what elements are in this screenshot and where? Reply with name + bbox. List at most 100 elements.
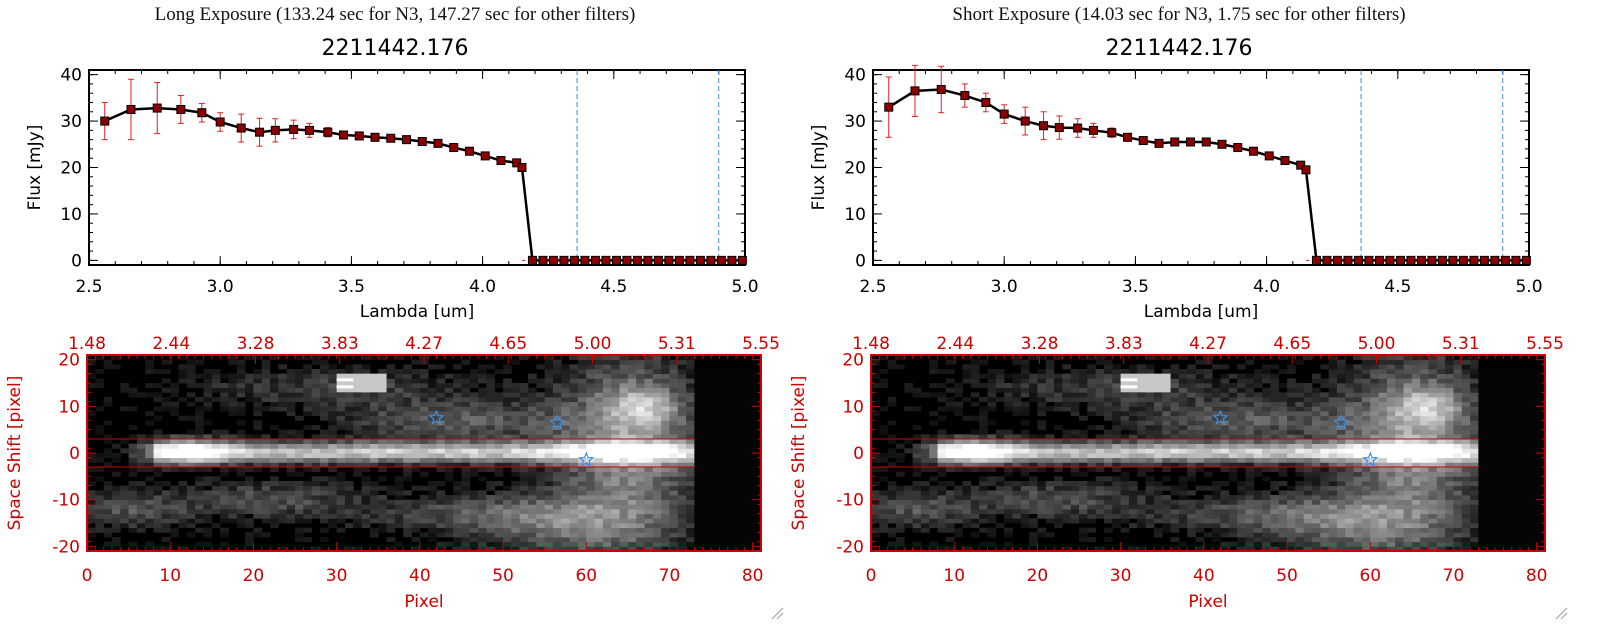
image-pixel bbox=[954, 383, 963, 389]
image-pixel bbox=[1004, 383, 1013, 389]
image-pixel bbox=[1128, 546, 1138, 552]
image-pixel bbox=[1287, 420, 1296, 426]
image-pixel bbox=[1112, 369, 1122, 375]
image-pixel bbox=[228, 453, 238, 459]
image-pixel bbox=[1328, 415, 1338, 421]
image-pixel bbox=[511, 509, 521, 515]
panel-title: Short Exposure (14.03 sec for N3, 1.75 s… bbox=[952, 4, 1406, 25]
image-pixel bbox=[569, 485, 579, 491]
image-pixel bbox=[895, 509, 905, 515]
image-pixel bbox=[236, 434, 246, 440]
image-pixel bbox=[1153, 462, 1163, 468]
image-pixel bbox=[303, 495, 313, 501]
image-pixel bbox=[1336, 373, 1346, 379]
image-pixel bbox=[1262, 420, 1271, 426]
image-pixel bbox=[511, 420, 521, 426]
image-pixel bbox=[1287, 537, 1296, 543]
image-pixel bbox=[1228, 476, 1238, 482]
image-pixel bbox=[912, 518, 922, 524]
star-marker-icon bbox=[577, 451, 595, 468]
image-pixel bbox=[602, 504, 612, 510]
image-pixel bbox=[303, 392, 313, 398]
image-pixel bbox=[1120, 457, 1130, 463]
image-pixel bbox=[203, 457, 213, 463]
image-pixel bbox=[1037, 355, 1047, 361]
image-pixel bbox=[1320, 513, 1330, 519]
image-pixel bbox=[1178, 397, 1188, 403]
image-pixel bbox=[1162, 448, 1171, 454]
image-pixel bbox=[536, 527, 546, 533]
image-pixel bbox=[236, 453, 246, 459]
image-pixel bbox=[319, 392, 329, 398]
image-pixel bbox=[1170, 392, 1180, 398]
image-pixel bbox=[1120, 476, 1130, 482]
image-pixel bbox=[1145, 504, 1155, 510]
image-pixel bbox=[270, 523, 279, 529]
image-pixel bbox=[619, 504, 629, 510]
image-pixel bbox=[1079, 448, 1088, 454]
image-pixel bbox=[136, 499, 146, 505]
image-pixel bbox=[1112, 462, 1122, 468]
image-pixel bbox=[503, 523, 512, 529]
image-pixel bbox=[103, 364, 113, 370]
image-pixel bbox=[995, 495, 1005, 501]
resize-grip-icon[interactable] bbox=[770, 606, 784, 620]
image-pixel bbox=[1170, 411, 1180, 417]
image-pixel bbox=[561, 546, 571, 552]
image-pixel bbox=[511, 359, 521, 365]
image-pixel bbox=[669, 443, 679, 449]
image-pixel bbox=[1145, 448, 1155, 454]
image-pixel bbox=[895, 364, 905, 370]
image-pixel bbox=[1312, 476, 1321, 482]
image-pixel bbox=[178, 457, 188, 463]
image-pixel bbox=[636, 359, 645, 365]
image-pixel bbox=[1103, 401, 1113, 407]
image-pixel bbox=[652, 429, 662, 435]
image-pixel bbox=[494, 509, 504, 515]
data-point bbox=[126, 104, 136, 114]
image-pixel bbox=[303, 527, 313, 533]
image-pixel bbox=[444, 383, 454, 389]
image-pixel bbox=[145, 434, 154, 440]
image-pixel bbox=[469, 378, 479, 384]
image-pixel bbox=[1287, 397, 1296, 403]
image-pixel bbox=[270, 513, 279, 519]
image-pixel bbox=[1237, 392, 1246, 398]
image-pixel bbox=[394, 383, 404, 389]
image-pixel bbox=[319, 429, 329, 435]
data-point bbox=[664, 255, 674, 265]
image-pixel bbox=[1203, 448, 1213, 454]
image-pixel bbox=[203, 513, 213, 519]
image-pixel bbox=[552, 434, 562, 440]
image-pixel bbox=[1336, 499, 1346, 505]
image-pixel bbox=[979, 541, 988, 547]
image-pixel bbox=[970, 462, 980, 468]
image-pixel bbox=[245, 467, 254, 473]
image-pixel bbox=[1345, 425, 1355, 431]
image-pixel bbox=[1245, 513, 1255, 519]
image-pixel bbox=[577, 369, 587, 375]
image-pixel bbox=[1178, 476, 1188, 482]
image-pixel bbox=[1345, 485, 1355, 491]
image-pixel bbox=[1045, 499, 1055, 505]
image-pixel bbox=[611, 499, 620, 505]
image-pixel bbox=[1345, 457, 1355, 463]
image-pixel bbox=[270, 499, 279, 505]
image-pixel bbox=[461, 513, 471, 519]
image-pixel bbox=[920, 523, 930, 529]
image-pixel bbox=[1037, 457, 1047, 463]
image-pixel bbox=[962, 373, 972, 379]
image-pixel bbox=[261, 495, 271, 501]
image-pixel bbox=[519, 406, 529, 412]
image-pixel bbox=[1203, 509, 1213, 515]
image-pixel bbox=[478, 411, 487, 417]
image-pixel bbox=[1336, 532, 1346, 538]
image-pixel bbox=[494, 401, 504, 407]
image-pixel bbox=[686, 471, 695, 477]
image-pixel bbox=[569, 504, 579, 510]
image-pixel bbox=[1120, 434, 1130, 440]
image-pixel bbox=[278, 504, 288, 510]
image-pixel bbox=[419, 518, 429, 524]
image-pixel bbox=[153, 509, 163, 515]
image-pixel bbox=[295, 387, 304, 393]
